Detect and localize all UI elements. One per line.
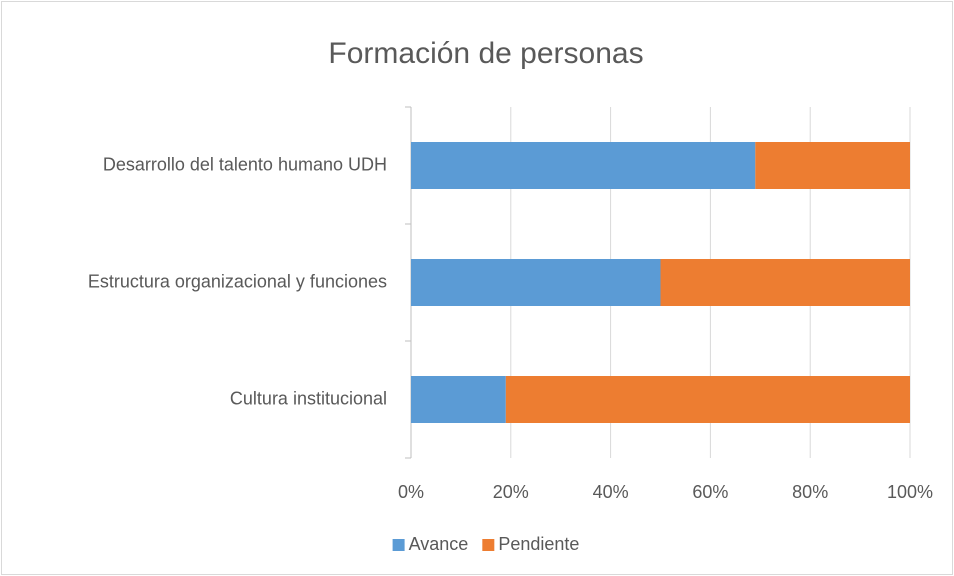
bar-segment [411,376,506,423]
legend-label: Avance [409,534,469,554]
y-tick-label: Cultura institucional [230,388,387,408]
x-tick-label: 20% [493,482,529,502]
bar-segment [660,259,910,306]
y-tick-label: Estructura organizacional y funciones [88,271,387,291]
legend-swatch [482,539,495,551]
x-tick-label: 0% [398,482,424,502]
legend-swatch [392,539,405,551]
y-tick-label: Desarrollo del talento humano UDH [103,154,387,174]
x-tick-label: 60% [692,482,728,502]
chart-title: Formación de personas [328,37,643,70]
bar-segment [411,142,756,189]
bar-segment [505,376,910,423]
x-tick-label: 100% [887,482,933,502]
legend-label: Pendiente [498,534,579,554]
bar-segment [755,142,910,189]
x-tick-label: 40% [593,482,629,502]
bar-segment [411,259,661,306]
x-tick-label: 80% [792,482,828,502]
